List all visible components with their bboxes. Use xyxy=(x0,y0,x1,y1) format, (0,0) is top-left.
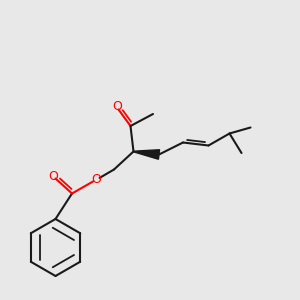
Text: O: O xyxy=(48,169,58,183)
Text: O: O xyxy=(112,100,122,113)
Polygon shape xyxy=(134,150,160,159)
Text: O: O xyxy=(92,173,101,186)
